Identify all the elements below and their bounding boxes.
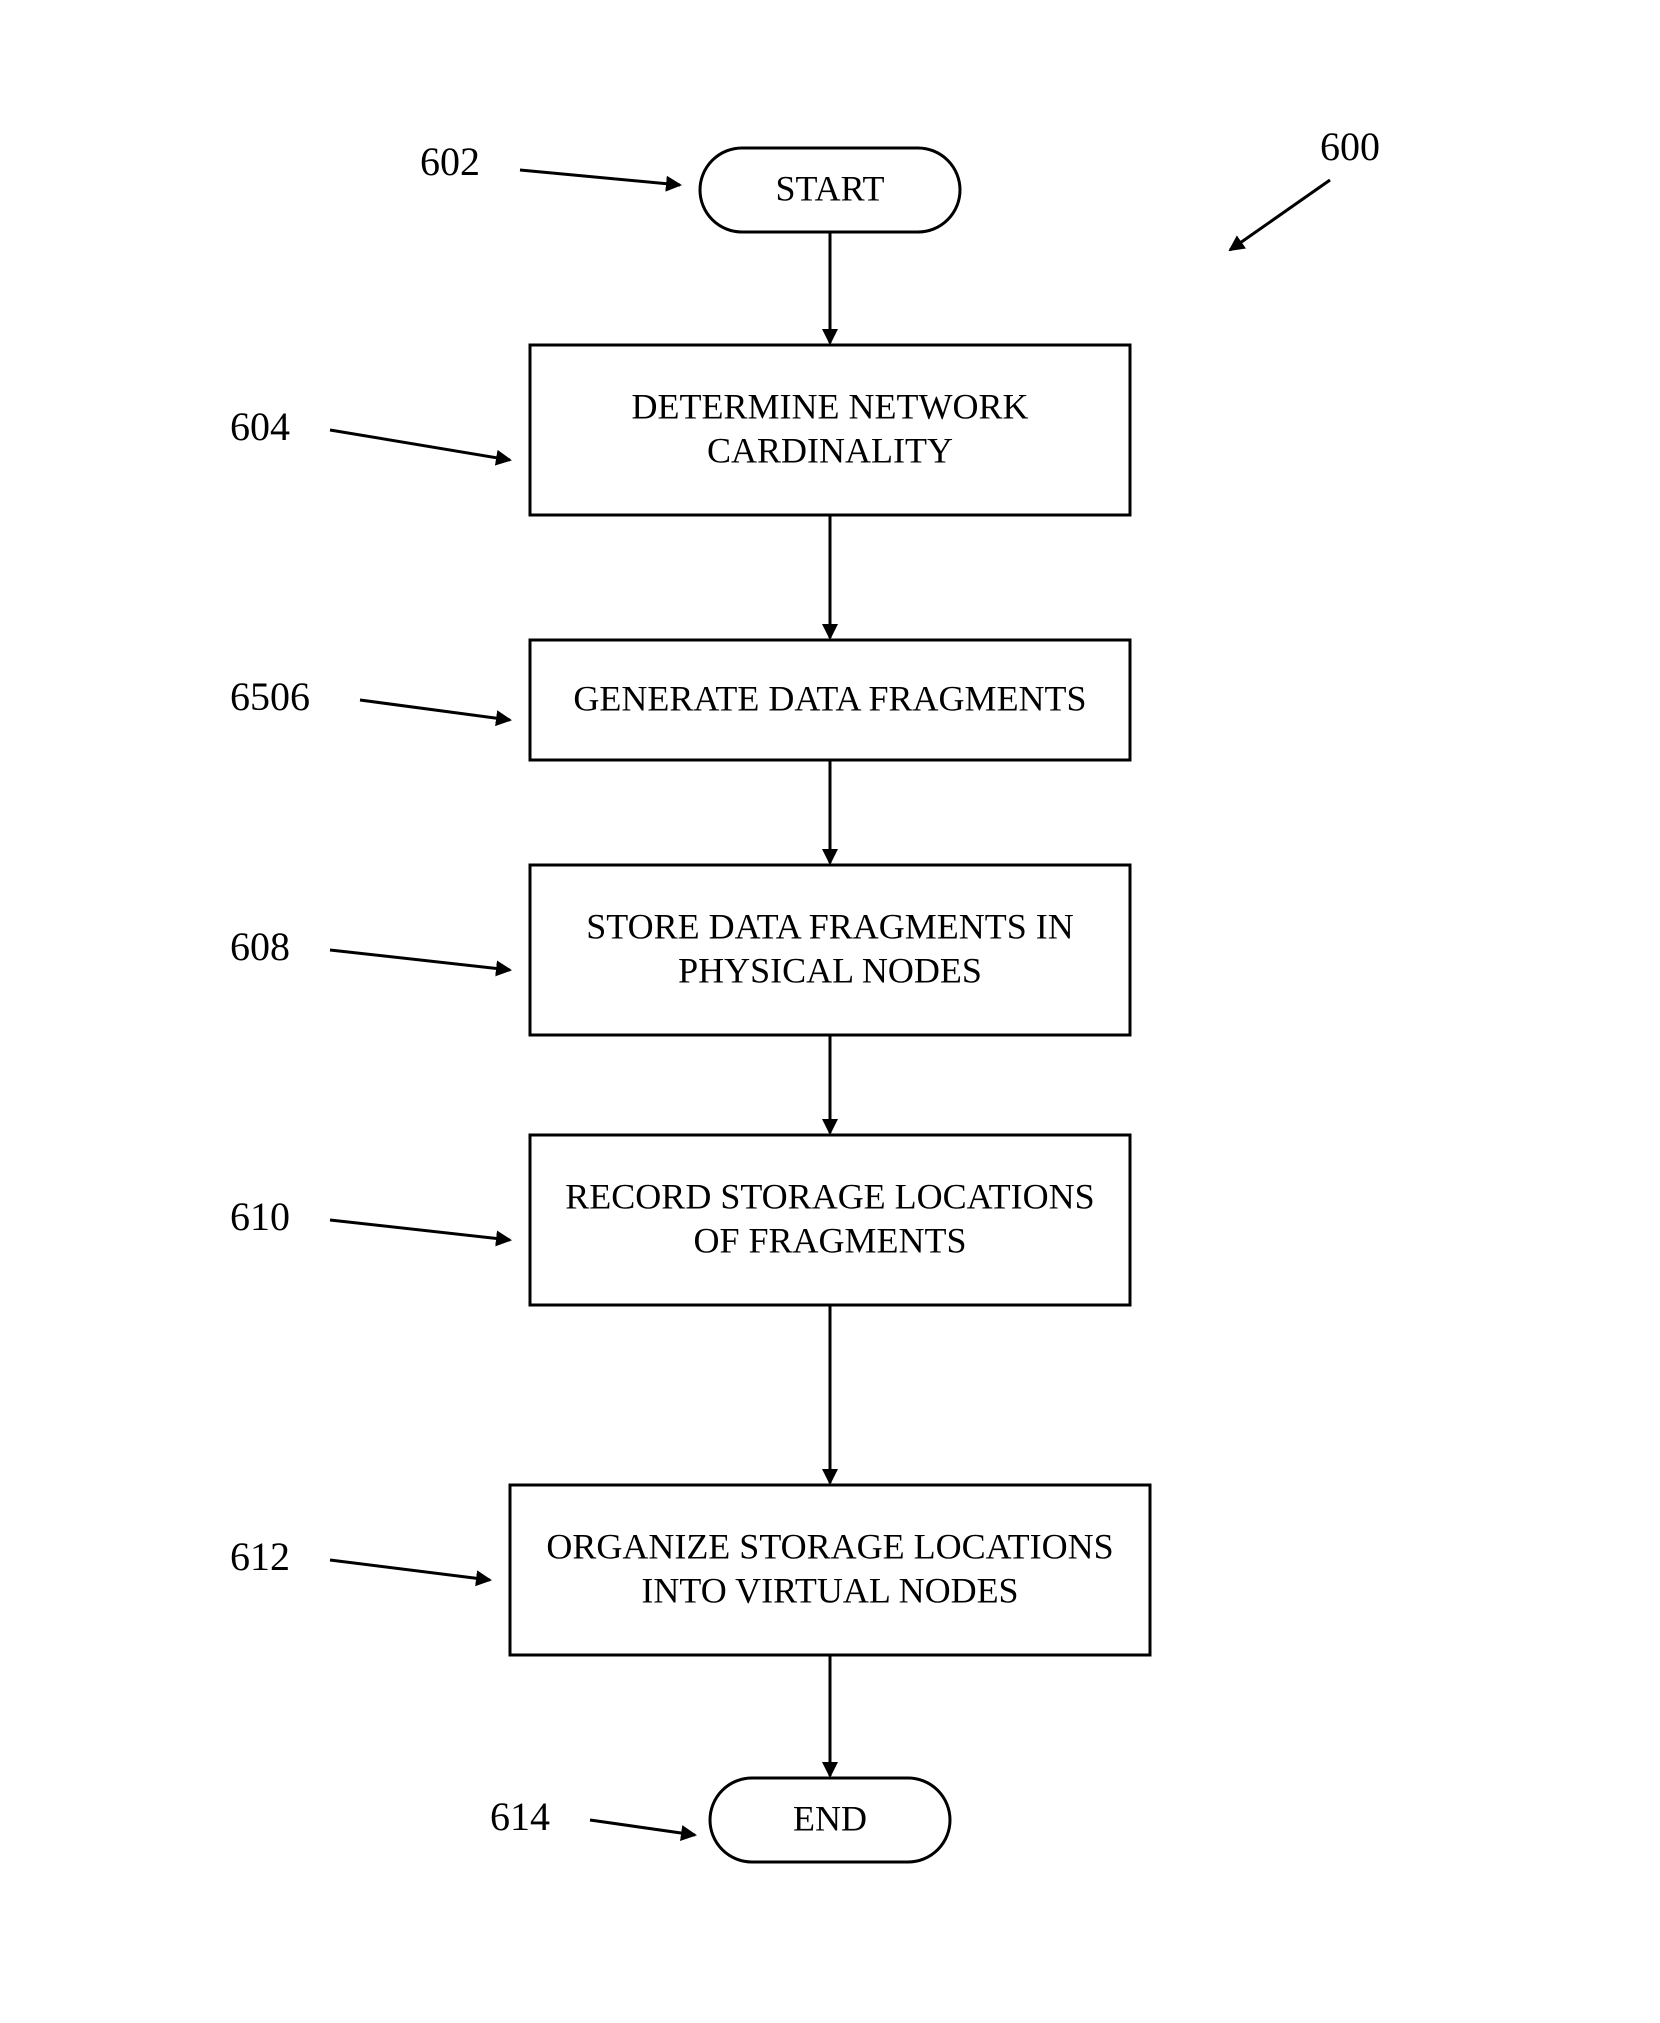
reference-number: 604 [230,404,290,449]
node-label-line: STORE DATA FRAGMENTS IN [586,906,1074,946]
reference-number: 610 [230,1194,290,1239]
reference-number: 6506 [230,674,310,719]
reference-602: 602 [420,139,680,185]
flowchart-node-n5: ORGANIZE STORAGE LOCATIONSINTO VIRTUAL N… [510,1485,1150,1655]
reference-number: 614 [490,1794,550,1839]
reference-number: 612 [230,1534,290,1579]
node-label-line: GENERATE DATA FRAGMENTS [573,678,1086,718]
reference-number: 608 [230,924,290,969]
node-label-line: CARDINALITY [707,430,953,470]
reference-6506: 6506 [230,674,510,720]
reference-arrow [330,1560,490,1580]
reference-arrow [330,430,510,460]
node-label-line: RECORD STORAGE LOCATIONS [565,1176,1094,1216]
reference-arrow [360,700,510,720]
reference-arrow [330,950,510,970]
node-label: END [793,1798,867,1838]
node-label-line: DETERMINE NETWORK [632,386,1029,426]
node-label-line: PHYSICAL NODES [678,950,982,990]
reference-arrow [1230,180,1330,250]
reference-608: 608 [230,924,510,970]
reference-612: 612 [230,1534,490,1580]
flowchart-node-n4: RECORD STORAGE LOCATIONSOF FRAGMENTS [530,1135,1130,1305]
reference-arrow [330,1220,510,1240]
reference-600: 600 [1230,124,1380,250]
flowchart-node-n1: DETERMINE NETWORKCARDINALITY [530,345,1130,515]
flowchart-node-start: START [700,148,960,232]
reference-arrow [590,1820,695,1835]
node-label-line: OF FRAGMENTS [693,1220,966,1260]
node-label-line: INTO VIRTUAL NODES [641,1570,1018,1610]
reference-610: 610 [230,1194,510,1240]
flowchart-node-n3: STORE DATA FRAGMENTS INPHYSICAL NODES [530,865,1130,1035]
flowchart-node-end: END [710,1778,950,1862]
reference-number: 600 [1320,124,1380,169]
reference-arrow [520,170,680,185]
flowchart-node-n2: GENERATE DATA FRAGMENTS [530,640,1130,760]
reference-604: 604 [230,404,510,460]
node-label: START [776,168,885,208]
reference-number: 602 [420,139,480,184]
reference-614: 614 [490,1794,695,1839]
node-label-line: ORGANIZE STORAGE LOCATIONS [546,1526,1113,1566]
flowchart-diagram: START DETERMINE NETWORKCARDINALITY GENERAT… [0,0,1660,2023]
